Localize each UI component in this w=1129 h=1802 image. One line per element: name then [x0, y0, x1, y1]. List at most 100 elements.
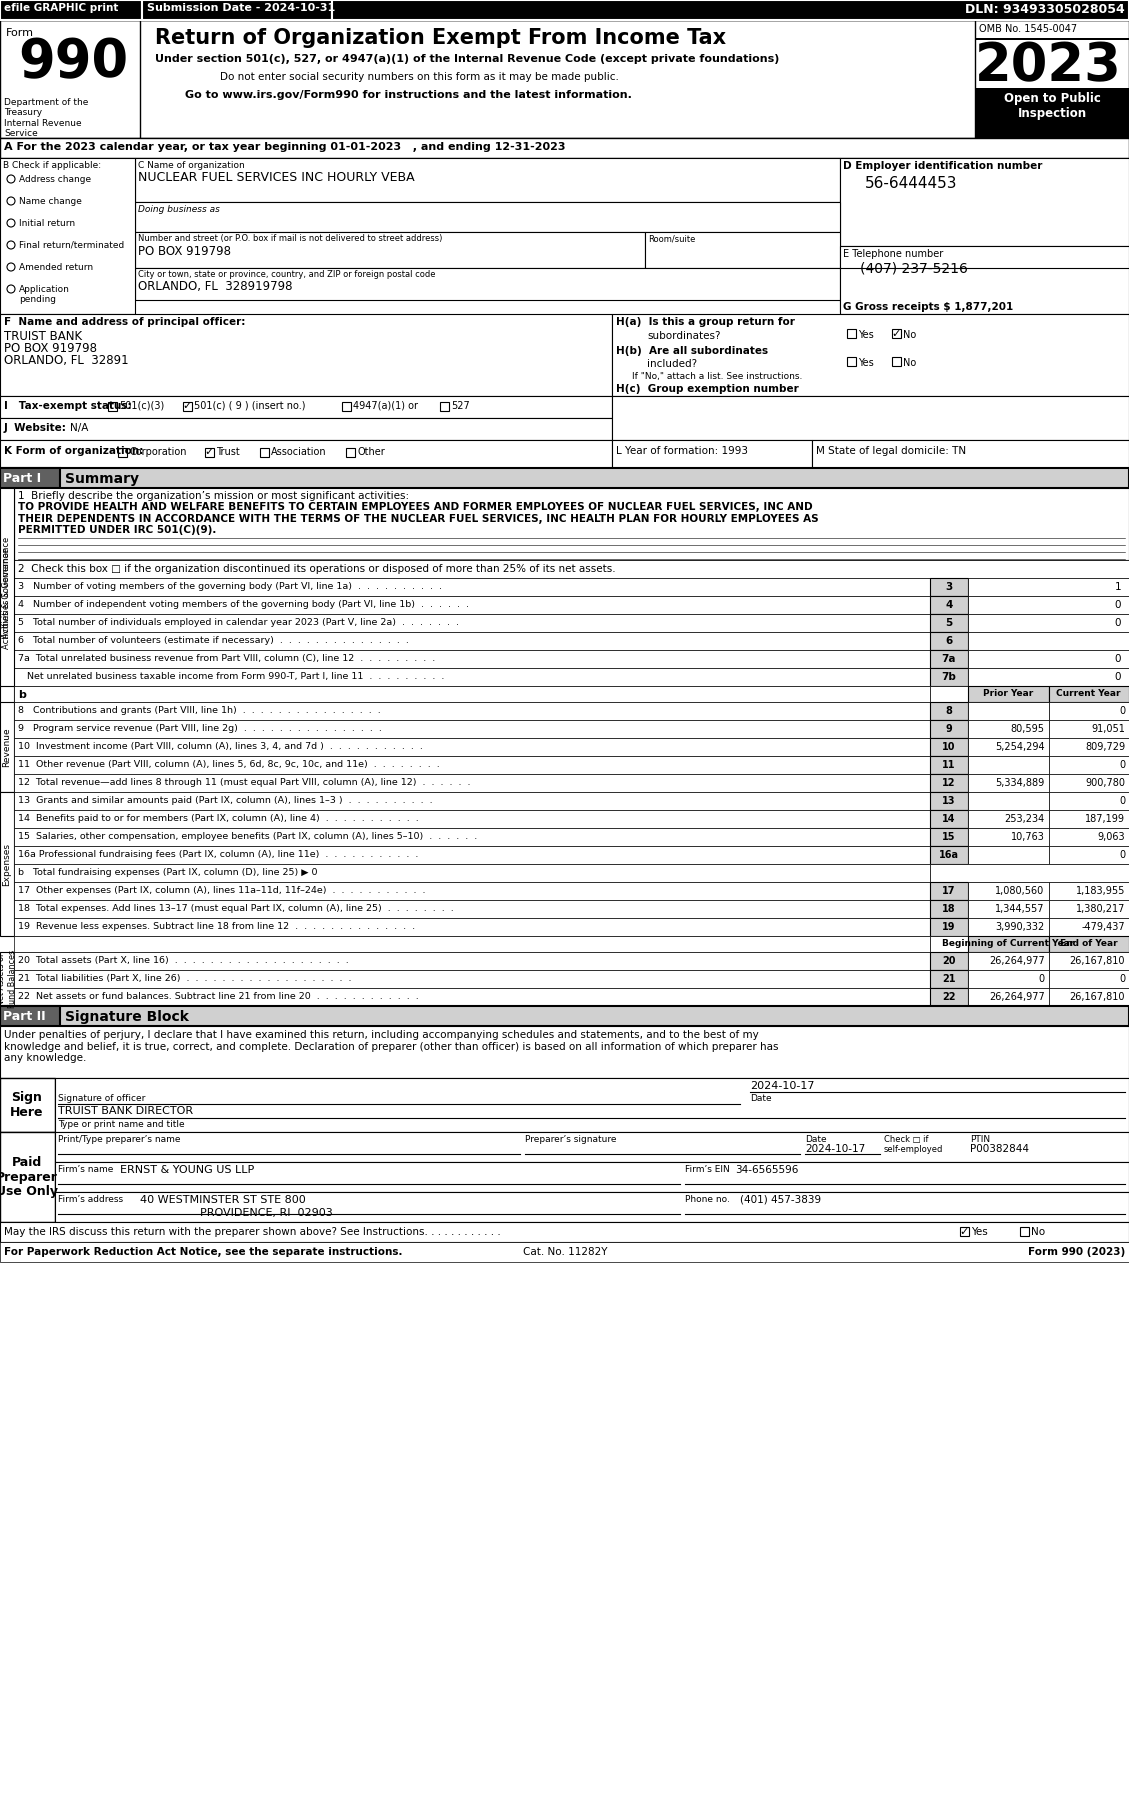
Bar	[1049, 757, 1129, 775]
Bar	[0, 469, 60, 488]
Text: 4   Number of independent voting members of the governing body (Part VI, line 1b: 4 Number of independent voting members o…	[18, 600, 469, 609]
Text: 0: 0	[1119, 706, 1124, 715]
Text: 1,183,955: 1,183,955	[1076, 887, 1124, 896]
Bar	[135, 268, 840, 299]
Bar	[55, 1191, 1129, 1222]
Text: 56-6444453: 56-6444453	[865, 177, 957, 191]
Bar	[1049, 703, 1129, 721]
Bar	[930, 951, 968, 969]
Text: 7a: 7a	[942, 654, 956, 663]
Text: 19: 19	[943, 923, 956, 932]
Text: 0: 0	[1119, 851, 1124, 860]
Bar	[0, 703, 14, 793]
Bar	[930, 669, 968, 687]
Bar	[968, 969, 1049, 987]
Text: Corporation: Corporation	[129, 447, 186, 458]
Text: 0: 0	[1114, 600, 1121, 611]
Bar	[930, 757, 968, 775]
Text: 187,199: 187,199	[1085, 815, 1124, 824]
Text: ✓: ✓	[183, 402, 192, 411]
Bar	[975, 20, 1129, 139]
Text: ORLANDO, FL  328919798: ORLANDO, FL 328919798	[138, 279, 292, 294]
Text: Firm’s name: Firm’s name	[58, 1166, 113, 1173]
Bar	[930, 987, 968, 1006]
Bar	[14, 687, 930, 703]
Bar	[0, 1132, 55, 1222]
Bar	[0, 0, 142, 20]
Text: 19  Revenue less expenses. Subtract line 18 from line 12  .  .  .  .  .  .  .  .: 19 Revenue less expenses. Subtract line …	[18, 923, 415, 932]
Text: 1,380,217: 1,380,217	[1076, 905, 1124, 914]
Text: 10,763: 10,763	[1010, 833, 1044, 842]
Bar	[930, 651, 968, 669]
Bar	[135, 159, 840, 202]
Bar	[260, 449, 269, 458]
Bar	[14, 669, 930, 687]
Bar	[14, 863, 930, 881]
Text: No: No	[903, 359, 917, 368]
Bar	[0, 1006, 60, 1025]
Text: 21  Total liabilities (Part X, line 26)  .  .  .  .  .  .  .  .  .  .  .  .  .  : 21 Total liabilities (Part X, line 26) .…	[18, 975, 351, 984]
Text: ERNST & YOUNG US LLP: ERNST & YOUNG US LLP	[120, 1166, 254, 1175]
Text: Part I: Part I	[3, 472, 41, 485]
Text: NUCLEAR FUEL SERVICES INC HOURLY VEBA: NUCLEAR FUEL SERVICES INC HOURLY VEBA	[138, 171, 414, 184]
Bar	[930, 863, 1129, 881]
Bar	[14, 827, 930, 845]
Bar	[968, 614, 1129, 633]
Text: 809,729: 809,729	[1085, 742, 1124, 751]
Bar	[1049, 951, 1129, 969]
Text: 18  Total expenses. Add lines 13–17 (must equal Part IX, column (A), line 25)  .: 18 Total expenses. Add lines 13–17 (must…	[18, 905, 454, 914]
Text: 900,780: 900,780	[1085, 778, 1124, 787]
Text: TRUIST BANK: TRUIST BANK	[5, 330, 82, 342]
Bar	[968, 721, 1049, 739]
Bar	[960, 1227, 969, 1236]
Text: 2023: 2023	[975, 40, 1122, 92]
Bar	[142, 0, 332, 20]
Text: H(b)  Are all subordinates: H(b) Are all subordinates	[616, 346, 768, 357]
Bar	[930, 633, 968, 651]
Text: 11  Other revenue (Part VIII, column (A), lines 5, 6d, 8c, 9c, 10c, and 11e)  . : 11 Other revenue (Part VIII, column (A),…	[18, 760, 440, 769]
Text: Final return/terminated: Final return/terminated	[19, 241, 124, 250]
Bar	[930, 687, 968, 703]
Text: (401) 457-3839: (401) 457-3839	[739, 1195, 821, 1206]
Text: K Form of organization:: K Form of organization:	[5, 447, 143, 456]
Text: 501(c)(3): 501(c)(3)	[119, 402, 164, 411]
Bar	[14, 935, 930, 951]
Text: Net Assets or
Fund Balances: Net Assets or Fund Balances	[0, 950, 17, 1007]
Text: Revenue: Revenue	[2, 728, 11, 768]
Text: PROVIDENCE, RI  02903: PROVIDENCE, RI 02903	[200, 1207, 333, 1218]
Bar	[14, 881, 930, 899]
Text: Initial return: Initial return	[19, 220, 76, 229]
Text: Under penalties of perjury, I declare that I have examined this return, includin: Under penalties of perjury, I declare th…	[5, 1031, 779, 1063]
Bar	[55, 1078, 1129, 1132]
Text: (407) 237-5216: (407) 237-5216	[860, 261, 968, 276]
Text: OMB No. 1545-0047: OMB No. 1545-0047	[979, 23, 1077, 34]
Circle shape	[7, 285, 15, 294]
Bar	[930, 614, 968, 633]
Text: 20: 20	[943, 957, 956, 966]
Text: TO PROVIDE HEALTH AND WELFARE BENEFITS TO CERTAIN EMPLOYEES AND FORMER EMPLOYEES: TO PROVIDE HEALTH AND WELFARE BENEFITS T…	[18, 503, 819, 535]
Text: 7b: 7b	[942, 672, 956, 681]
Bar	[968, 633, 1129, 651]
Text: 9   Program service revenue (Part VIII, line 2g)  .  .  .  .  .  .  .  .  .  .  : 9 Program service revenue (Part VIII, li…	[18, 724, 382, 733]
Text: 3   Number of voting members of the governing body (Part VI, line 1a)  .  .  .  : 3 Number of voting members of the govern…	[18, 582, 441, 591]
Bar	[135, 232, 645, 268]
Text: b: b	[18, 690, 26, 699]
Bar	[930, 578, 968, 596]
Text: 17: 17	[943, 887, 956, 896]
Text: For Paperwork Reduction Act Notice, see the separate instructions.: For Paperwork Reduction Act Notice, see …	[5, 1247, 403, 1258]
Bar	[930, 739, 968, 757]
Text: 12  Total revenue—add lines 8 through 11 (must equal Part VIII, column (A), line: 12 Total revenue—add lines 8 through 11 …	[18, 778, 471, 787]
Bar	[14, 703, 930, 721]
Bar	[55, 1162, 1129, 1191]
Bar	[14, 560, 1129, 578]
Text: -479,437: -479,437	[1082, 923, 1124, 932]
Text: 8   Contributions and grants (Part VIII, line 1h)  .  .  .  .  .  .  .  .  .  . : 8 Contributions and grants (Part VIII, l…	[18, 706, 380, 715]
Text: Address change: Address change	[19, 175, 91, 184]
Bar	[930, 811, 968, 827]
Text: 0: 0	[1114, 654, 1121, 663]
Text: 12: 12	[943, 778, 956, 787]
Text: PTIN: PTIN	[970, 1135, 990, 1144]
Text: 14  Benefits paid to or for members (Part IX, column (A), line 4)  .  .  .  .  .: 14 Benefits paid to or for members (Part…	[18, 815, 419, 824]
Text: 10: 10	[943, 742, 956, 751]
Text: 26,167,810: 26,167,810	[1069, 957, 1124, 966]
